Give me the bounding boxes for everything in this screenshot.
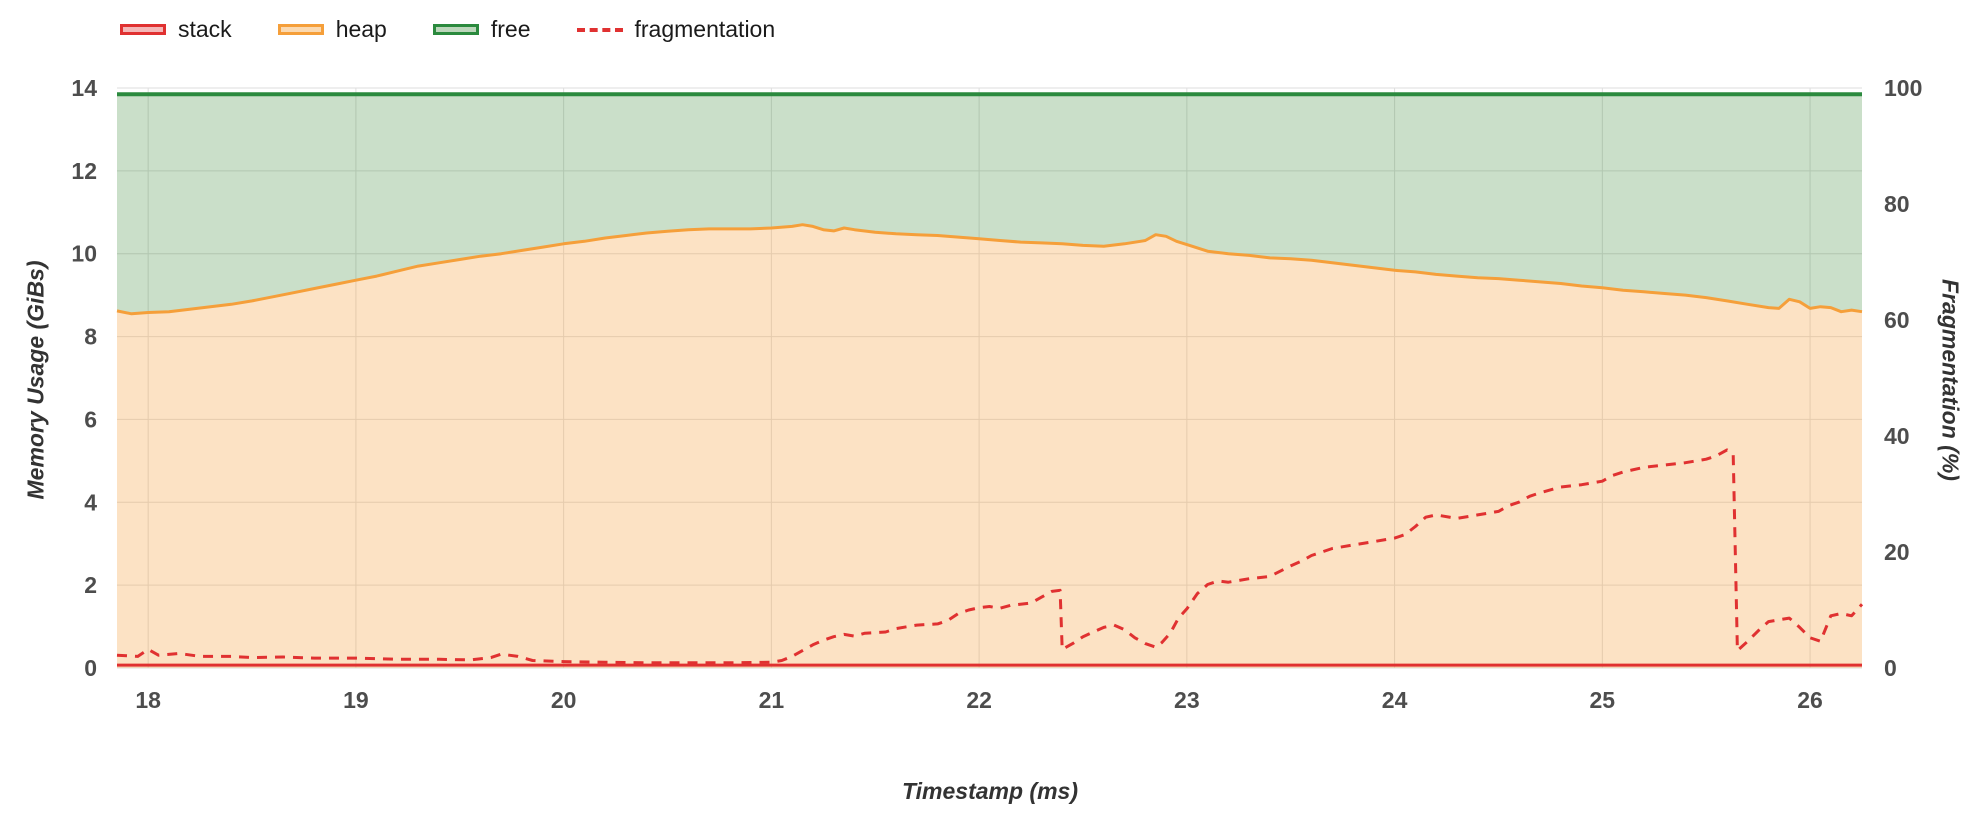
heap-swatch bbox=[277, 24, 324, 35]
legend-label-heap: heap bbox=[335, 16, 387, 42]
svg-text:60: 60 bbox=[1884, 307, 1910, 333]
svg-text:80: 80 bbox=[1884, 191, 1910, 217]
svg-text:12: 12 bbox=[71, 158, 97, 184]
svg-text:18: 18 bbox=[135, 687, 161, 713]
chart-legend: stack heap free fragmentation bbox=[120, 16, 775, 43]
legend-item-heap[interactable]: heap bbox=[277, 16, 387, 43]
legend-label-fragmentation: fragmentation bbox=[634, 16, 776, 42]
svg-text:22: 22 bbox=[966, 687, 992, 713]
svg-text:21: 21 bbox=[759, 687, 785, 713]
svg-text:40: 40 bbox=[1884, 423, 1910, 449]
svg-text:10: 10 bbox=[71, 241, 97, 267]
legend-item-free[interactable]: free bbox=[432, 16, 531, 43]
svg-text:20: 20 bbox=[551, 687, 577, 713]
svg-text:14: 14 bbox=[71, 75, 97, 101]
svg-text:2: 2 bbox=[84, 572, 97, 598]
stack-swatch bbox=[120, 24, 166, 35]
x-axis-title: Timestamp (ms) bbox=[902, 778, 1078, 804]
free-swatch bbox=[432, 24, 479, 35]
legend-item-fragmentation[interactable]: fragmentation bbox=[576, 16, 776, 43]
svg-text:26: 26 bbox=[1797, 687, 1823, 713]
svg-text:24: 24 bbox=[1382, 687, 1408, 713]
svg-text:19: 19 bbox=[343, 687, 369, 713]
svg-text:20: 20 bbox=[1884, 539, 1910, 565]
legend-label-free: free bbox=[490, 16, 531, 42]
svg-text:25: 25 bbox=[1590, 687, 1616, 713]
legend-item-stack[interactable]: stack bbox=[120, 16, 232, 43]
svg-text:0: 0 bbox=[1884, 655, 1897, 681]
svg-text:23: 23 bbox=[1174, 687, 1200, 713]
fragmentation-dashed-swatch bbox=[576, 27, 623, 32]
svg-text:6: 6 bbox=[84, 406, 97, 432]
y-axis-left-title: Memory Usage (GiBs) bbox=[22, 260, 49, 500]
svg-text:4: 4 bbox=[84, 489, 97, 515]
svg-text:0: 0 bbox=[84, 655, 97, 681]
svg-text:100: 100 bbox=[1884, 75, 1922, 101]
svg-text:8: 8 bbox=[84, 324, 97, 350]
y-axis-right-title: Fragmentation (%) bbox=[1937, 279, 1964, 481]
legend-label-stack: stack bbox=[178, 16, 232, 42]
